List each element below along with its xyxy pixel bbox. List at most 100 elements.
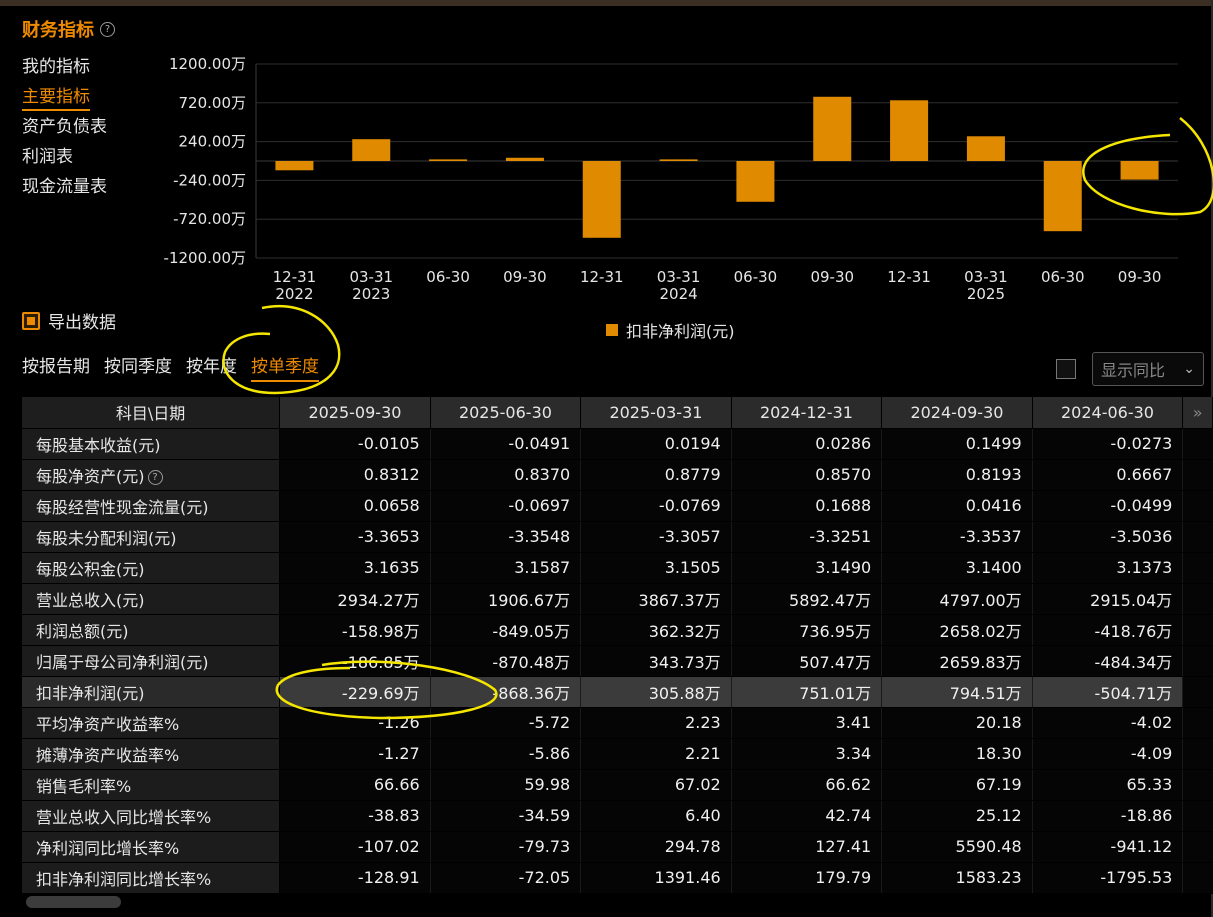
- x-tick-label: 09-30: [810, 268, 854, 286]
- table-cell: 3.1505: [580, 552, 732, 584]
- table-row[interactable]: 销售毛利率% 66.66 59.98 67.02 66.62 67.19 65.33: [22, 769, 1213, 801]
- sidebar-item-income-statement[interactable]: 利润表: [22, 147, 73, 167]
- table-cell: -128.91: [279, 862, 431, 894]
- x-tick-label: 03-31: [349, 268, 393, 286]
- table-cell: 6.40: [580, 800, 732, 832]
- table-row[interactable]: 扣非净利润(元) -229.69万 -868.36万 305.88万 751.01万 79…: [22, 676, 1213, 708]
- tab-by-single-quarter[interactable]: 按单季度: [251, 352, 319, 382]
- chart-bar[interactable]: [505, 157, 544, 161]
- table-cell: 0.0658: [279, 490, 431, 522]
- table-cell: 794.51万: [881, 676, 1033, 708]
- chart-bar[interactable]: [1043, 161, 1082, 232]
- help-icon[interactable]: ?: [147, 469, 163, 485]
- table-pad-cell: [1182, 645, 1213, 677]
- table-row[interactable]: 利润总额(元) -158.98万 -849.05万 362.32万 736.95万 265…: [22, 614, 1213, 646]
- header-col[interactable]: 2025-09-30: [279, 397, 431, 429]
- sidebar-item-balance-sheet[interactable]: 资产负债表: [22, 117, 107, 137]
- table-cell: 0.1499: [881, 428, 1033, 460]
- table-cell: 751.01万: [731, 676, 883, 708]
- export-data-button[interactable]: 导出数据: [22, 308, 116, 333]
- header-col[interactable]: 2025-06-30: [430, 397, 582, 429]
- table-row[interactable]: 营业总收入同比增长率% -38.83 -34.59 6.40 42.74 25.12 -18…: [22, 800, 1213, 832]
- tab-by-same-quarter[interactable]: 按同季度: [104, 357, 172, 377]
- table-row[interactable]: 每股净资产(元)? 0.8312 0.8370 0.8779 0.8570 0.8193 0…: [22, 459, 1213, 491]
- legend-swatch: [606, 324, 618, 336]
- chart-legend[interactable]: 扣非净利润(元): [606, 318, 735, 342]
- table-row[interactable]: 每股经营性现金流量(元) 0.0658 -0.0697 -0.0769 0.1688 0.…: [22, 490, 1213, 522]
- table-row[interactable]: 平均净资产收益率% -1.26 -5.72 2.23 3.41 20.18 -4.02: [22, 707, 1213, 739]
- table-cell: 3.41: [731, 707, 883, 739]
- table-cell: -1.26: [279, 707, 431, 739]
- chart-bar[interactable]: [813, 96, 852, 161]
- yoy-checkbox[interactable]: [1056, 359, 1076, 379]
- table-cell: 507.47万: [731, 645, 883, 677]
- table-row[interactable]: 营业总收入(元) 2934.27万 1906.67万 3867.37万 5892.47万…: [22, 583, 1213, 615]
- horizontal-scrollbar[interactable]: [26, 896, 121, 908]
- table-row[interactable]: 每股基本收益(元) -0.0105 -0.0491 0.0194 0.0286 0.149…: [22, 428, 1213, 460]
- table-row[interactable]: 归属于母公司净利润(元) -186.85万 -870.48万 343.73万 507.4…: [22, 645, 1213, 677]
- header-col[interactable]: 2025-03-31: [580, 397, 732, 429]
- table-row[interactable]: 每股公积金(元) 3.1635 3.1587 3.1505 3.1490 3.1400 3.…: [22, 552, 1213, 584]
- chart-bar[interactable]: [1120, 161, 1159, 180]
- table-cell: -107.02: [279, 831, 431, 863]
- row-label: 销售毛利率%: [22, 769, 281, 801]
- table-cell: 2934.27万: [279, 583, 431, 615]
- header-col[interactable]: 2024-06-30: [1032, 397, 1184, 429]
- chart-bar[interactable]: [582, 161, 621, 238]
- x-tick-year-label: 2023: [352, 285, 390, 303]
- table-row[interactable]: 净利润同比增长率% -107.02 -79.73 294.78 127.41 5590.4…: [22, 831, 1213, 863]
- row-label: 每股未分配利润(元): [22, 521, 281, 553]
- chart-bar[interactable]: [966, 136, 1005, 161]
- table-row[interactable]: 摊薄净资产收益率% -1.27 -5.86 2.21 3.34 18.30 -4.09: [22, 738, 1213, 770]
- chart-bar[interactable]: [352, 139, 391, 161]
- row-label: 归属于母公司净利润(元): [22, 645, 281, 677]
- table-cell: 3.1400: [881, 552, 1033, 584]
- table-cell: -870.48万: [430, 645, 582, 677]
- table-cell: -34.59: [430, 800, 582, 832]
- x-tick-year-label: 2025: [967, 285, 1005, 303]
- tab-by-report-period[interactable]: 按报告期: [22, 357, 90, 377]
- sidebar-item-cash-flow[interactable]: 现金流量表: [22, 177, 107, 197]
- table-cell: 67.02: [580, 769, 732, 801]
- more-columns-icon[interactable]: »: [1182, 397, 1213, 429]
- table-cell: 1906.67万: [430, 583, 582, 615]
- table-cell: -504.71万: [1032, 676, 1184, 708]
- table-cell: 0.8370: [430, 459, 582, 491]
- table-cell: -72.05: [430, 862, 582, 894]
- table-cell: 2915.04万: [1032, 583, 1184, 615]
- chart-bar[interactable]: [736, 161, 775, 202]
- table-row[interactable]: 扣非净利润同比增长率% -128.91 -72.05 1391.46 179.79 158…: [22, 862, 1213, 894]
- table-cell: 20.18: [881, 707, 1033, 739]
- table-pad-cell: [1182, 583, 1213, 615]
- chart-bar[interactable]: [890, 100, 929, 161]
- table-cell: 42.74: [731, 800, 883, 832]
- header-col[interactable]: 2024-09-30: [881, 397, 1033, 429]
- help-icon[interactable]: ?: [100, 21, 115, 37]
- table-cell: 0.8312: [279, 459, 431, 491]
- table-cell: -3.3653: [279, 521, 431, 553]
- x-tick-label: 12-31: [580, 268, 624, 286]
- tab-by-year[interactable]: 按年度: [186, 357, 237, 377]
- y-tick-label: 720.00万: [179, 94, 247, 112]
- table-cell: 0.8779: [580, 459, 732, 491]
- x-tick-label: 09-30: [1118, 268, 1162, 286]
- row-label: 利润总额(元): [22, 614, 281, 646]
- x-tick-year-label: 2024: [659, 285, 697, 303]
- table-cell: 18.30: [881, 738, 1033, 770]
- sidebar-item-main-indicators[interactable]: 主要指标: [22, 85, 107, 115]
- table-cell: 0.0416: [881, 490, 1033, 522]
- table-cell: -18.86: [1032, 800, 1184, 832]
- table-pad-cell: [1182, 521, 1213, 553]
- table-cell: -3.3057: [580, 521, 732, 553]
- sidebar-item-my-indicators[interactable]: 我的指标: [22, 57, 90, 77]
- yoy-select[interactable]: 显示同比 ⌄: [1092, 352, 1204, 386]
- chevron-down-icon: ⌄: [1183, 361, 1195, 377]
- table-cell: 0.8570: [731, 459, 883, 491]
- header-col[interactable]: 2024-12-31: [731, 397, 883, 429]
- table-row[interactable]: 每股未分配利润(元) -3.3653 -3.3548 -3.3057 -3.3251 -3…: [22, 521, 1213, 553]
- chart-bar[interactable]: [275, 161, 314, 171]
- table-cell: 3867.37万: [580, 583, 732, 615]
- chart-bar[interactable]: [429, 159, 468, 161]
- table-cell: -4.09: [1032, 738, 1184, 770]
- chart-bar[interactable]: [659, 159, 698, 161]
